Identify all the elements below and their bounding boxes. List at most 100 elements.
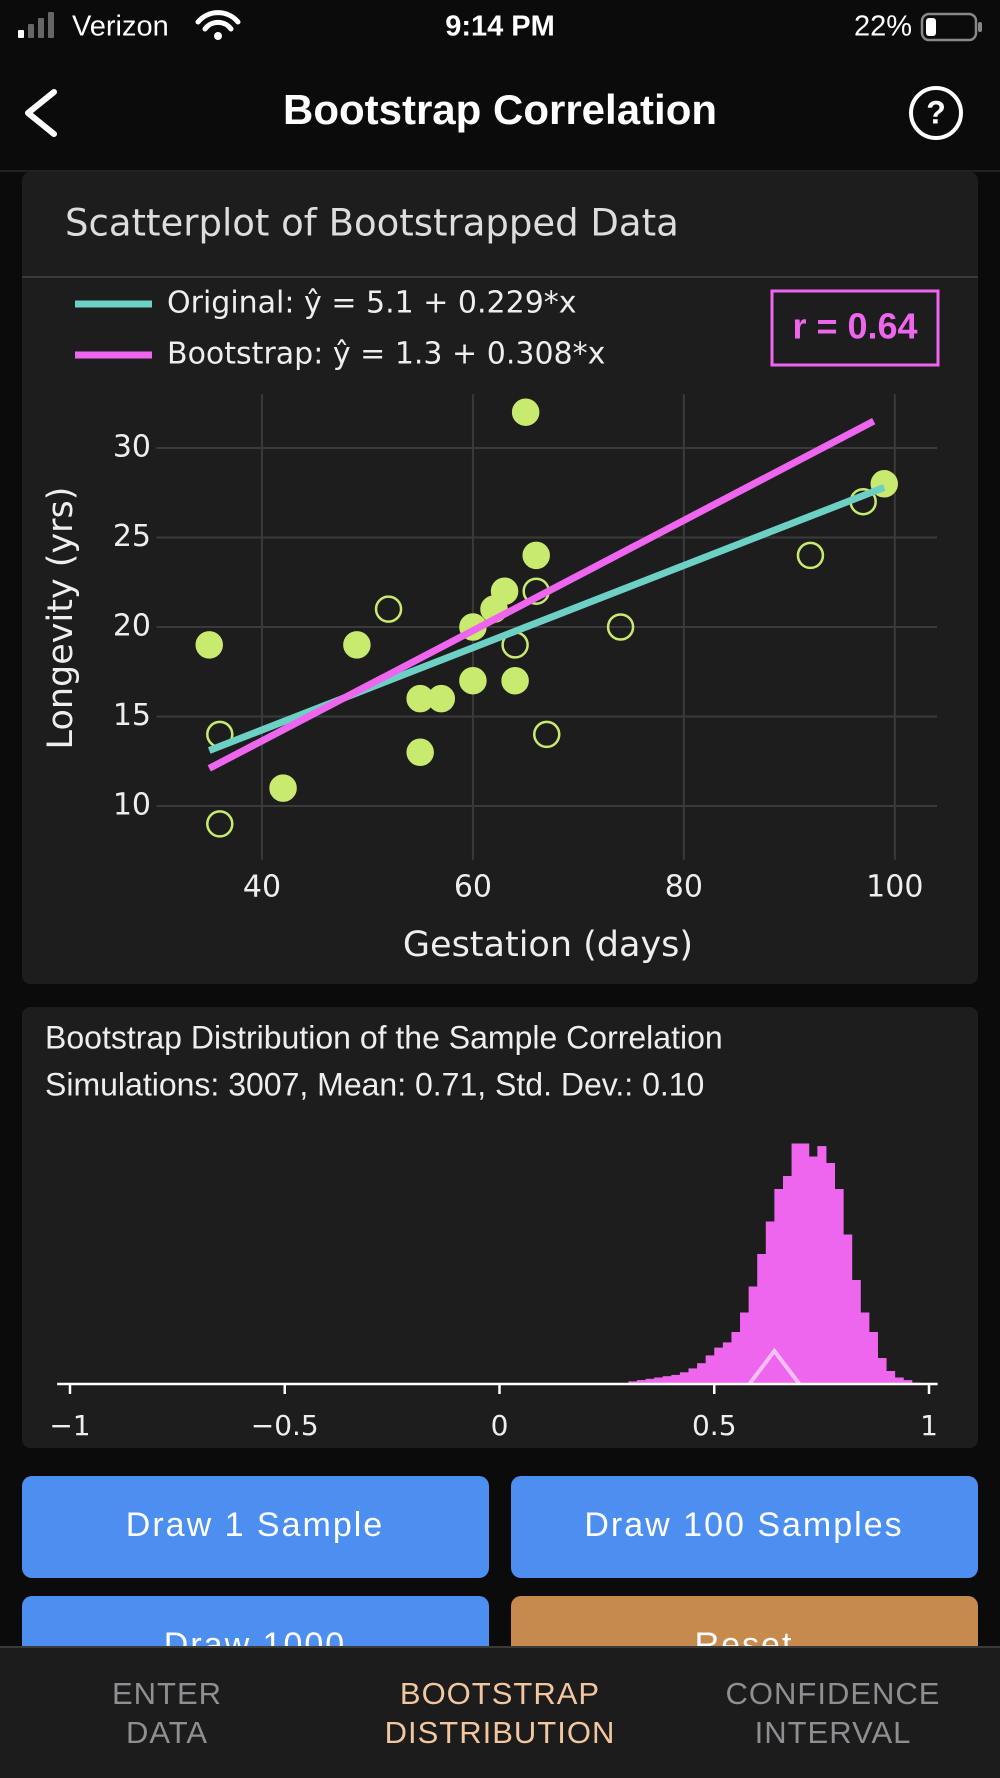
scatter-card: Scatterplot of Bootstrapped Data r = 0.6… <box>22 172 978 984</box>
histogram-bar <box>628 1381 638 1384</box>
signal-bar <box>18 30 24 38</box>
histogram-bar <box>894 1377 904 1384</box>
tab-label: ENTER <box>112 1676 222 1711</box>
histogram-bar <box>817 1146 827 1384</box>
histogram-title: Bootstrap Distribution of the Sample Cor… <box>45 1019 723 1055</box>
nav-title: Bootstrap Correlation <box>283 86 717 133</box>
histogram-bar <box>740 1312 750 1384</box>
histogram-bar <box>860 1312 870 1384</box>
unsampled-point <box>533 720 561 749</box>
tab-bar-bg <box>0 1647 1000 1778</box>
battery-cap <box>978 22 982 32</box>
histogram-bar <box>705 1355 715 1384</box>
button[interactable]: Draw 100 Samples <box>511 1476 978 1578</box>
histogram-bar <box>808 1156 818 1384</box>
histogram-bar <box>722 1342 732 1384</box>
sample-point <box>490 577 519 605</box>
x-tick-label: −0.5 <box>251 1409 319 1442</box>
battery-level: 22% <box>854 11 912 43</box>
x-tick-label: 40 <box>243 870 281 905</box>
signal-bar <box>38 18 44 38</box>
original-r-marker <box>747 1347 801 1386</box>
histogram-bar <box>731 1332 741 1384</box>
wifi-icon <box>214 32 222 40</box>
tab[interactable]: CONFIDENCE INTERVAL <box>726 1676 941 1750</box>
y-tick-label: 25 <box>113 519 151 554</box>
tab[interactable]: BOOTSTRAP DISTRIBUTION <box>385 1676 616 1750</box>
histogram-bar <box>903 1380 913 1384</box>
y-tick-label: 20 <box>113 609 151 644</box>
histogram-bar <box>654 1377 664 1384</box>
sample-point <box>459 666 487 695</box>
x-tick-label: 1 <box>920 1409 938 1442</box>
histogram-bar <box>877 1358 887 1384</box>
histogram-card: Bootstrap Distribution of the Sample Cor… <box>22 1007 978 1448</box>
wifi-icon <box>195 10 241 32</box>
carrier: Verizon <box>72 11 169 43</box>
histogram-bar <box>800 1143 810 1384</box>
battery-fill <box>926 18 936 36</box>
status-bar: Verizon 9:14 PM 22% <box>18 10 982 43</box>
histogram-bar <box>688 1368 698 1384</box>
histogram-bar <box>851 1280 861 1384</box>
tab[interactable]: ENTER DATA <box>112 1676 222 1750</box>
x-tick-label: 0.5 <box>692 1409 737 1442</box>
tab-bar: ENTER DATA BOOTSTRAP DISTRIBUTION CONFIDENCE… <box>0 1646 1000 1778</box>
sample-point <box>406 738 434 767</box>
x-tick-label: 80 <box>665 870 703 905</box>
sample-point <box>427 684 456 713</box>
histogram-bar <box>748 1286 758 1384</box>
sample-point <box>195 631 223 659</box>
tab-label: CONFIDENCE <box>726 1676 941 1711</box>
sample-point <box>522 541 550 570</box>
annotation-box <box>770 289 940 367</box>
tab-label: BOOTSTRAP <box>400 1676 600 1711</box>
button-label: Draw 1 Sample <box>126 1506 384 1544</box>
legend-label: Original: ŷ = 5.1 + 0.229*x <box>167 286 577 321</box>
y-tick-label: 30 <box>113 430 151 465</box>
histogram-bar <box>765 1221 775 1384</box>
card-title: Scatterplot of Bootstrapped Data <box>65 202 679 245</box>
histogram-bar <box>791 1143 801 1384</box>
sample-point <box>269 774 297 802</box>
help-icon: ? <box>926 94 946 130</box>
x-tick-label: 0 <box>491 1409 509 1442</box>
y-tick-label: 15 <box>113 698 151 733</box>
histogram-bar <box>697 1363 707 1384</box>
histogram-bar <box>825 1163 836 1384</box>
histogram-bar <box>782 1176 793 1384</box>
signal-bar <box>28 24 34 38</box>
y-tick-label: 10 <box>113 788 151 823</box>
x-tick-label: 100 <box>866 870 923 905</box>
histogram-bar <box>645 1378 655 1384</box>
annotation: r = 0.64 <box>792 306 917 347</box>
back-button[interactable] <box>25 89 57 137</box>
histogram-bar <box>774 1189 784 1384</box>
histogram-bar <box>636 1380 647 1384</box>
button-bg <box>22 1476 489 1578</box>
legend-label: Bootstrap: ŷ = 1.3 + 0.308*x <box>167 337 605 372</box>
button[interactable]: Draw 1 Sample <box>22 1476 489 1578</box>
unsampled-point <box>206 810 234 838</box>
histogram-bar <box>757 1254 767 1384</box>
help-circle <box>909 86 963 140</box>
x-tick-label: −1 <box>49 1409 90 1442</box>
histogram-bar <box>714 1347 724 1384</box>
histogram-subtitle: Simulations: 3007, Mean: 0.71, Std. Dev.… <box>45 1066 704 1102</box>
unsampled-point <box>606 613 635 641</box>
button-label: Draw 100 Samples <box>584 1506 903 1544</box>
x-axis-title: Gestation (days) <box>403 925 693 965</box>
sample-point <box>511 398 540 426</box>
sample-point <box>501 666 529 695</box>
y-axis-title: Longevity (yrs) <box>41 487 81 750</box>
help-button[interactable]: ? <box>909 86 963 140</box>
time: 9:14 PM <box>445 11 555 43</box>
unsampled-point <box>374 595 403 623</box>
battery-icon <box>920 12 978 42</box>
histogram-bar <box>843 1234 853 1384</box>
x-tick-label: 60 <box>454 870 492 905</box>
tab-label: DATA <box>126 1715 208 1750</box>
histogram-bar <box>834 1189 844 1384</box>
